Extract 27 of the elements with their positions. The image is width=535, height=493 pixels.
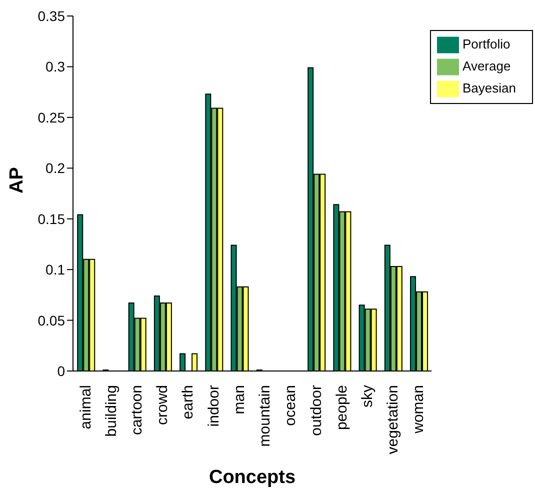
x-tick-label: mountain [256,385,274,447]
legend-label: Portfolio [462,36,510,52]
y-axis-title: AP [6,166,28,194]
x-tick-label: animal [77,385,94,430]
x-tick-label: ocean [282,385,300,426]
y-tick-label: 0.2 [46,160,66,176]
x-tick-label: crowd [154,385,172,426]
x-tick-label: building [102,385,120,437]
x-tick-label: woman [410,385,428,434]
y-tick-label: 0.25 [38,109,66,126]
y-tick-label: 0.3 [46,58,66,75]
legend-label: Bayesian [462,80,516,96]
x-axis-title: Concepts [208,467,296,488]
x-tick-label: sky [358,384,376,408]
x-tick-label: earth [180,385,197,420]
y-tick-label: 0.1 [46,262,66,278]
x-tick-label: man [230,385,248,414]
y-tick-label: 0.15 [38,210,66,227]
x-tick-label: indoor [205,385,222,427]
x-tick-label: people [333,385,350,430]
x-tick-label: vegetation [384,385,402,454]
legend-label: Average [462,58,511,74]
y-tick-label: 0.35 [38,8,66,24]
x-tick-label: outdoor [308,384,325,436]
y-tick-label: 0.05 [38,312,66,328]
y-tick-label: 0 [57,362,66,379]
x-tick-label: cartoon [128,385,146,436]
